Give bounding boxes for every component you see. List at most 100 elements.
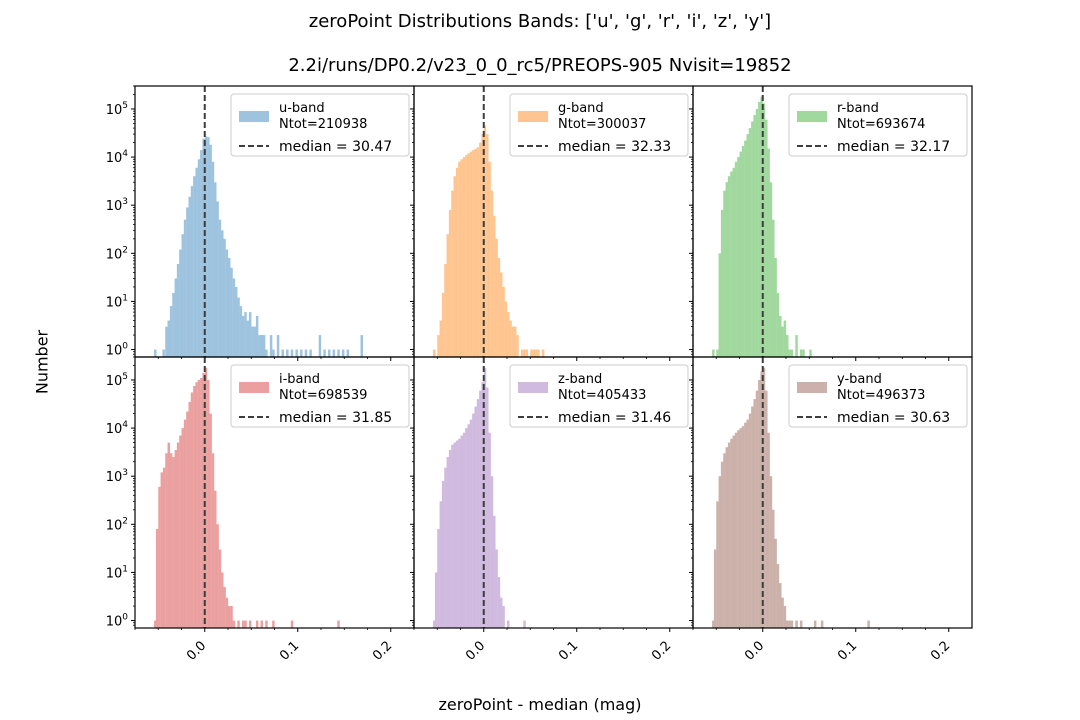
histogram-bar (232, 278, 236, 357)
histogram-bar (337, 349, 340, 357)
histogram-bar (221, 230, 224, 357)
histogram-bar (481, 134, 484, 357)
histogram-bar (221, 572, 224, 628)
x-tick-label: 0.1 (277, 638, 302, 663)
histogram-bar (516, 335, 519, 357)
histogram-bar (755, 390, 759, 628)
histogram-bar (154, 620, 157, 628)
histogram-bar (446, 457, 450, 628)
y-tick-label: 104 (106, 420, 129, 437)
histogram-bar (502, 286, 505, 357)
histogram-bar (181, 234, 184, 357)
histogram-bar (360, 335, 363, 357)
histogram-bar (741, 426, 745, 628)
histogram-bar (244, 312, 247, 357)
legend-ntot-label: Ntot=698539 (279, 388, 367, 403)
histogram-bar (472, 150, 475, 357)
histogram-bar (458, 438, 461, 628)
histogram-bar (730, 171, 733, 357)
histogram-bar (209, 413, 212, 628)
histogram-bar (248, 620, 252, 628)
histogram-bar (786, 620, 789, 628)
y-tick-label: 104 (106, 149, 129, 166)
histogram-bar (534, 349, 538, 357)
y-tick-label: 105 (106, 101, 128, 118)
histogram-bar (154, 349, 157, 357)
histogram-bar (255, 620, 259, 628)
histogram-bar (200, 150, 203, 357)
histogram-bar (767, 148, 770, 357)
legend-ntot-label: Ntot=300037 (558, 117, 646, 132)
histogram-bar (476, 399, 480, 628)
histogram-bar (462, 157, 466, 357)
histogram-bar (460, 435, 463, 628)
histogram-bar (744, 422, 747, 628)
histogram-bar (474, 406, 477, 628)
histogram-bar (444, 263, 447, 357)
bars-u (154, 86, 414, 357)
histogram-bar (718, 253, 722, 357)
legend-box (230, 364, 410, 428)
histogram-bar (204, 136, 208, 357)
histogram-bar (186, 411, 189, 628)
histogram-bar (158, 486, 161, 628)
histogram-bar (197, 159, 201, 357)
histogram-bar (265, 620, 268, 628)
histogram-bar (204, 367, 208, 628)
histogram-bar (207, 137, 210, 357)
histogram-bar (195, 382, 198, 628)
histogram-bar (488, 432, 491, 628)
histogram-bar (195, 167, 198, 357)
histogram-bar (483, 367, 487, 628)
histogram-bar (244, 620, 247, 628)
histogram-bar (323, 349, 326, 357)
histogram-bar (712, 349, 715, 357)
histogram-bar (228, 257, 231, 357)
legend-band-label: r-band (837, 101, 879, 116)
histogram-bar (727, 442, 731, 628)
bars-y (712, 357, 870, 628)
histogram-bar (495, 238, 498, 357)
histogram-bar (444, 467, 447, 628)
histogram-bar (228, 606, 231, 628)
histogram-bar (474, 148, 477, 357)
x-tick-label: 0.0 (742, 638, 767, 663)
histogram-bar (309, 349, 312, 357)
histogram-bar (739, 151, 742, 357)
histogram-bar (765, 390, 768, 628)
legend-ntot-label: Ntot=210938 (279, 117, 367, 132)
histogram-bar (437, 335, 440, 357)
histogram-bar (167, 320, 171, 357)
histogram-bar (723, 190, 726, 357)
histogram-bar (779, 315, 782, 357)
histogram-bar (744, 140, 747, 357)
legend-median-label: median = 31.46 (558, 410, 671, 426)
histogram-bar (737, 430, 740, 628)
histogram-bar (162, 349, 165, 357)
bars-z (433, 357, 526, 628)
x-tick-label: 0.2 (370, 638, 395, 663)
histogram-bar (530, 349, 533, 357)
histogram-bar (718, 476, 722, 628)
histogram-bar (737, 157, 740, 357)
histogram-bar (795, 620, 798, 628)
histogram-bar (230, 267, 233, 357)
histogram-bar (760, 96, 763, 357)
histogram-bar (190, 186, 194, 357)
histogram-bar (732, 167, 735, 357)
histogram-bar (755, 108, 759, 357)
histogram-bar (169, 306, 173, 357)
legend-band-label: i-band (279, 372, 320, 387)
legend-median-label: median = 30.63 (837, 410, 950, 426)
histogram-bar (272, 349, 275, 357)
histogram-bar (769, 182, 773, 357)
legend-median-label: median = 31.85 (279, 410, 392, 426)
histogram-bar (265, 349, 268, 357)
legend-median-label: median = 32.33 (558, 139, 671, 155)
histogram-bar (327, 349, 331, 357)
histogram-bar (716, 501, 719, 628)
